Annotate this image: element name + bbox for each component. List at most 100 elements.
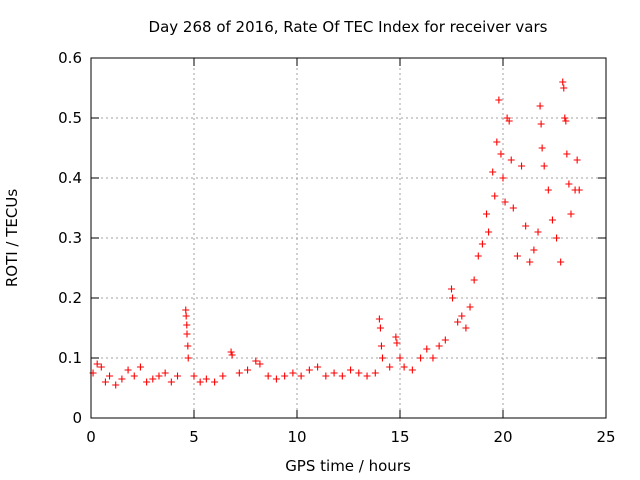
data-point — [252, 357, 260, 365]
data-point — [124, 366, 132, 374]
data-point — [130, 372, 138, 380]
x-tick-label: 20 — [493, 428, 512, 446]
data-point — [228, 351, 236, 359]
data-point — [573, 156, 581, 164]
data-point — [534, 228, 542, 236]
data-point — [417, 354, 425, 362]
data-point — [462, 324, 470, 332]
data-point — [513, 252, 521, 260]
data-point — [392, 333, 400, 341]
data-point — [544, 186, 552, 194]
data-point — [174, 372, 182, 380]
x-tick-label: 0 — [86, 428, 96, 446]
data-point — [470, 276, 478, 284]
y-tick-label: 0.1 — [58, 349, 82, 367]
data-point — [560, 84, 568, 92]
axis-ticks: 0 0.1 0.2 0.3 0.4 0.5 0.6 0 5 10 15 20 25 — [58, 49, 615, 446]
data-point — [530, 246, 538, 254]
data-point — [435, 342, 443, 350]
data-point — [522, 222, 530, 230]
data-point — [567, 210, 575, 218]
grid — [91, 58, 606, 418]
data-point — [297, 372, 305, 380]
y-tick-label: 0.5 — [58, 109, 82, 127]
data-point — [305, 366, 313, 374]
data-point — [526, 258, 534, 266]
data-point — [565, 180, 573, 188]
data-point — [182, 312, 190, 320]
y-tick-label: 0 — [72, 409, 82, 427]
data-point — [167, 378, 175, 386]
data-point — [575, 186, 583, 194]
data-point — [136, 363, 144, 371]
plot-frame — [90, 57, 607, 419]
data-point — [371, 369, 379, 377]
data-point — [509, 204, 517, 212]
data-point — [474, 252, 482, 260]
data-point — [536, 102, 544, 110]
data-point — [190, 372, 198, 380]
data-point — [491, 192, 499, 200]
data-point — [454, 318, 462, 326]
data-point — [377, 342, 385, 350]
data-point — [347, 366, 355, 374]
data-point — [483, 210, 491, 218]
data-point — [518, 162, 526, 170]
data-point — [559, 78, 567, 86]
data-point — [363, 372, 371, 380]
data-point — [393, 339, 401, 347]
data-point — [322, 372, 330, 380]
data-point — [314, 363, 322, 371]
data-point — [497, 150, 505, 158]
data-point — [499, 174, 507, 182]
data-point — [441, 336, 449, 344]
data-point — [196, 378, 204, 386]
data-point — [458, 312, 466, 320]
data-point — [563, 150, 571, 158]
data-point — [355, 369, 363, 377]
y-tick-label: 0.3 — [58, 229, 82, 247]
data-point — [93, 360, 101, 368]
data-point — [143, 378, 151, 386]
data-point — [501, 198, 509, 206]
data-point — [227, 348, 235, 356]
data-point — [161, 369, 169, 377]
data-point — [375, 315, 383, 323]
data-point — [97, 363, 105, 371]
data-point — [448, 285, 455, 293]
data-point — [202, 375, 210, 383]
data-point — [557, 258, 565, 266]
chart-title: Day 268 of 2016, Rate Of TEC Index for r… — [149, 18, 548, 36]
data-point — [489, 168, 497, 176]
data-point — [553, 234, 561, 242]
data-point — [423, 345, 431, 353]
data-point — [155, 372, 163, 380]
data-point — [505, 117, 513, 125]
data-point — [183, 321, 191, 329]
data-point — [538, 144, 546, 152]
data-points — [89, 78, 583, 389]
data-point — [219, 372, 227, 380]
data-point — [106, 372, 114, 380]
data-point — [548, 216, 556, 224]
x-axis-label: GPS time / hours — [285, 457, 411, 475]
data-point — [149, 375, 157, 383]
y-tick-label: 0.4 — [58, 169, 82, 187]
data-point — [211, 378, 219, 386]
data-point — [495, 96, 503, 104]
data-point — [562, 117, 570, 125]
y-tick-label: 0.6 — [58, 49, 82, 67]
data-point — [118, 375, 126, 383]
data-point — [376, 324, 384, 332]
data-point — [400, 363, 408, 371]
data-point — [101, 378, 109, 386]
data-point — [449, 294, 457, 302]
x-tick-label: 15 — [390, 428, 409, 446]
data-point — [281, 372, 289, 380]
data-point — [289, 369, 297, 377]
data-point — [429, 354, 437, 362]
data-point — [264, 372, 272, 380]
data-point — [561, 114, 569, 122]
data-point — [235, 369, 243, 377]
